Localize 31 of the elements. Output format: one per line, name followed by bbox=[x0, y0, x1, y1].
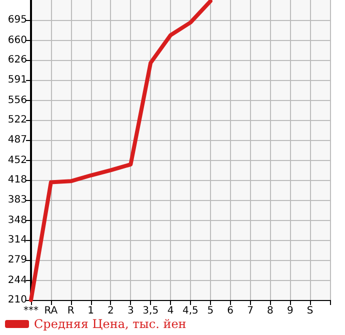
x-tick-label: 8 bbox=[267, 306, 274, 316]
y-tick-label: 383 bbox=[8, 194, 27, 206]
x-tick-label: R bbox=[67, 306, 74, 316]
y-tick-label: 591 bbox=[8, 74, 27, 86]
y-tick-label: 244 bbox=[8, 274, 27, 286]
x-tick-label: 2 bbox=[108, 306, 114, 316]
y-tick-label: 418 bbox=[8, 174, 27, 186]
x-tick-label: 6 bbox=[227, 306, 234, 316]
y-tick-label: 626 bbox=[8, 54, 27, 66]
y-tick-label: 556 bbox=[8, 94, 27, 106]
y-tick-label: 660 bbox=[8, 34, 27, 46]
y-tick-label: 695 bbox=[8, 14, 27, 26]
x-tick-label: *** bbox=[24, 306, 38, 316]
legend-label: Средняя Цена, тыс. йен bbox=[34, 317, 186, 331]
y-tick-label: 348 bbox=[8, 214, 27, 226]
y-tick-label: 314 bbox=[8, 234, 27, 246]
x-tick-label: 1 bbox=[88, 306, 94, 316]
y-tick-label: 522 bbox=[8, 114, 27, 126]
x-tick-label: 9 bbox=[286, 306, 294, 316]
x-tick-label: 4 bbox=[167, 306, 174, 316]
x-tick-label: 5 bbox=[207, 306, 214, 316]
x-tick-label: 3 bbox=[127, 306, 134, 316]
x-tick-label: 3,5 bbox=[142, 306, 159, 316]
x-tick-label: 4,5 bbox=[182, 306, 198, 316]
y-tick-label: 452 bbox=[8, 154, 27, 166]
x-tick-label: RA bbox=[44, 306, 58, 316]
x-tick-label: S bbox=[306, 306, 314, 316]
y-tick-label: 279 bbox=[8, 254, 27, 266]
y-tick-label: 487 bbox=[8, 134, 27, 146]
y-tick-label: 210 bbox=[8, 294, 27, 306]
x-tick-label: 7 bbox=[247, 306, 254, 316]
